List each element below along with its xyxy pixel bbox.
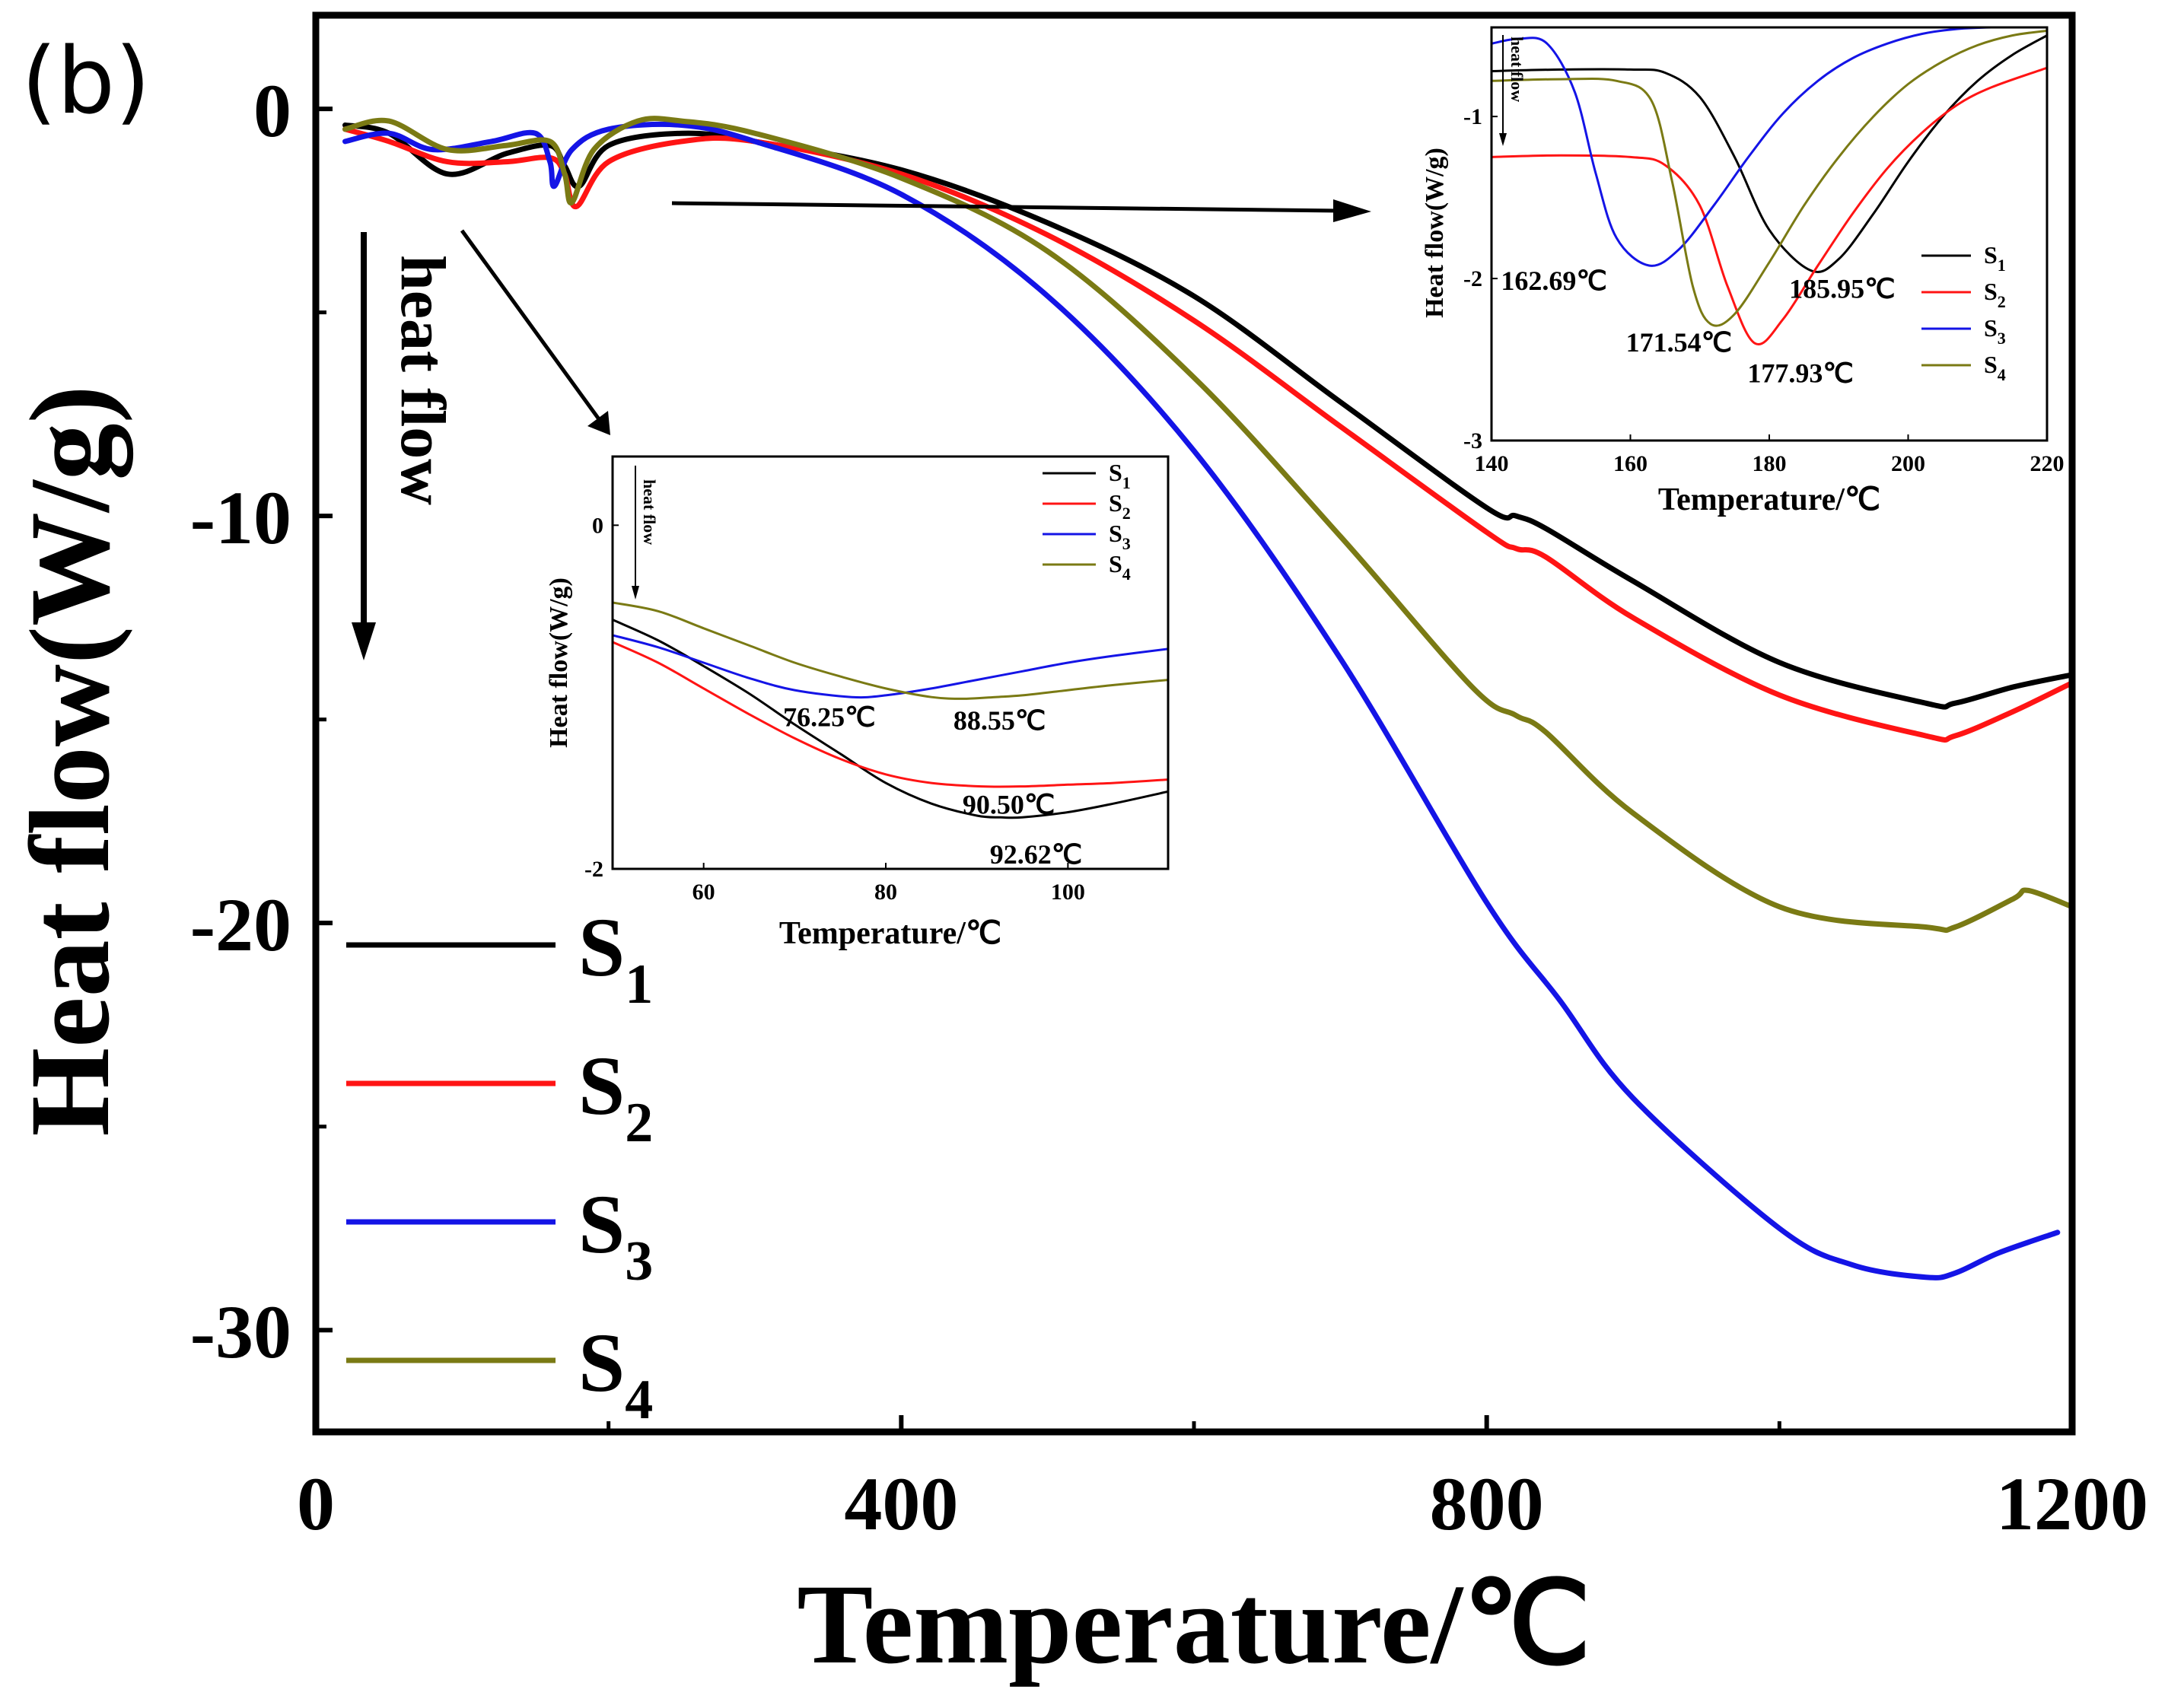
main-y-tick-label: -10: [190, 476, 291, 560]
inset-high-x-tick-label: 140: [1475, 451, 1509, 476]
inset-low-series-line-s2: [613, 641, 1168, 788]
inset-high-ticks-group: 140 160 180 200 220 -1 -2 -3: [1463, 104, 2065, 476]
main-series-line-s3: [342, 121, 2061, 1280]
inset-high-series-line-s1: [1492, 34, 2047, 274]
main-y-tick-label: -20: [190, 883, 291, 967]
main-legend: S1 S2 S3 S4: [346, 901, 653, 1431]
inset-low-x-tick-label: 80: [874, 880, 897, 905]
inset-low-x-tick-label: 60: [692, 880, 715, 905]
inset-low-x-axis-label: Temperature/℃: [779, 916, 1001, 951]
main-legend-label-s2: S2: [578, 1039, 653, 1154]
inset-high-background: [1492, 27, 2047, 441]
inset-low-y-axis-label: Heat flow(W/g): [545, 577, 573, 748]
inset-high-series-line-s4: [1492, 29, 2047, 327]
main-legend-label-s1: S1: [578, 901, 653, 1016]
inset-high-x-tick-label: 200: [1891, 451, 1925, 476]
inset-high-y-axis-label: Heat flow(W/g): [1421, 148, 1449, 318]
inset-high-x-tick-label: 180: [1753, 451, 1787, 476]
inset-high-x-tick-label: 160: [1613, 451, 1648, 476]
inset-high-series-group: [1492, 27, 2047, 346]
inset-low-peak-annotation: 76.25℃: [783, 702, 875, 733]
inset-low-frame: [611, 455, 1170, 870]
main-x-tick-label: 1200: [1996, 1462, 2148, 1546]
inset-high-peak-annotation: 185.95℃: [1789, 274, 1895, 304]
inset-low-x-tick-label: 100: [1051, 880, 1085, 905]
inset-high-peak-annotation: 177.93℃: [1747, 358, 1853, 388]
inset-low-peak-annotation: 88.55℃: [954, 705, 1046, 736]
inset-low-peak-annotation: 90.50℃: [963, 790, 1055, 820]
pointer-arrow-to-high-inset: [671, 199, 1371, 222]
main-series-group: [342, 116, 2072, 1280]
main-x-axis-label: Temperature/℃: [797, 1561, 1590, 1688]
inset-low-series-group: [613, 601, 1168, 819]
inset-high-legend-label-s2: S2: [1984, 278, 2006, 311]
inset-low-series-line-s3: [613, 634, 1168, 699]
main-y-axis-label: Heat flow(W/g): [7, 385, 133, 1136]
main-legend-label-s4: S4: [578, 1316, 653, 1431]
heat-flow-direction-arrow: [352, 232, 376, 660]
inset-low-annotations: 76.25℃ 88.55℃ 90.50℃ 92.62℃: [783, 702, 1082, 870]
inset-high-annotations: 162.69℃ 171.54℃ 185.95℃ 177.93℃: [1501, 266, 1895, 388]
main-series-line-s4: [342, 116, 2072, 934]
main-x-tick-label: 400: [844, 1462, 958, 1546]
inset-high-series-line-s3: [1492, 27, 2047, 267]
inset-low-legend-label-s1: S1: [1109, 459, 1131, 492]
inset-low-legend-label-s3: S3: [1109, 520, 1131, 553]
inset-low-heat-flow-label: heat flow: [640, 479, 659, 545]
inset-high-series-line-s2: [1492, 66, 2047, 346]
main-y-tick-label: -30: [190, 1290, 291, 1374]
main-y-tick-label: 0: [253, 68, 291, 153]
inset-low-y-tick-label: -2: [584, 857, 603, 882]
inset-low-peak-annotation: 92.62℃: [990, 839, 1082, 870]
inset-high-legend-label-s3: S3: [1984, 314, 2006, 348]
inset-high-legend-label-s4: S4: [1984, 351, 2006, 384]
pointer-arrow-to-low-inset: [460, 229, 610, 435]
inset-high-y-tick-label: -1: [1463, 104, 1482, 129]
inset-high-heat-flow-label: heat flow: [1507, 37, 1527, 102]
inset-low-series-line-s4: [613, 601, 1168, 700]
panel-label: (b): [21, 29, 151, 135]
inset-low-ticks-group: 60 80 100 0 -2: [584, 513, 1085, 905]
inset-high-x-tick-label: 220: [2030, 451, 2065, 476]
inset-low-legend-label-s2: S2: [1109, 489, 1131, 523]
main-legend-label-s3: S3: [578, 1178, 653, 1293]
main-x-tick-label: 0: [297, 1462, 335, 1546]
inset-high-peak-annotation: 171.54℃: [1626, 327, 1732, 358]
inset-low-series-line-s1: [613, 619, 1168, 819]
inset-high-peak-annotation: 162.69℃: [1501, 266, 1606, 296]
inset-low-heat-flow-arrow: [632, 466, 639, 600]
inset-high-y-tick-label: -3: [1463, 428, 1482, 453]
inset-high-x-axis-label: Temperature/℃: [1658, 482, 1880, 517]
inset-high-y-tick-label: -2: [1463, 266, 1482, 291]
main-x-tick-label: 800: [1430, 1462, 1544, 1546]
inset-high-legend-label-s1: S1: [1984, 241, 2006, 275]
inset-low-y-tick-label: 0: [592, 513, 603, 538]
heat-flow-label: heat flow: [387, 255, 458, 505]
inset-low-legend-label-s4: S4: [1109, 550, 1131, 584]
inset-high-heat-flow-arrow: [1499, 35, 1507, 146]
